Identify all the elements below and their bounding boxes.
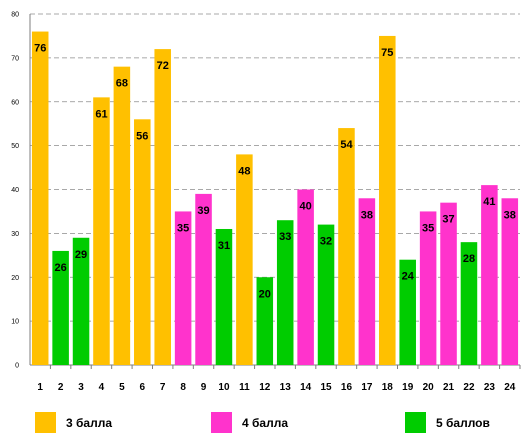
bar xyxy=(93,97,110,366)
x-tick-label: 11 xyxy=(239,382,250,393)
x-tick-label: 23 xyxy=(484,382,496,393)
x-tick-label: 14 xyxy=(300,382,312,393)
x-tick-label: 6 xyxy=(140,382,146,393)
data-label: 72 xyxy=(157,60,169,72)
bar xyxy=(501,198,519,365)
x-tick-label: 9 xyxy=(201,382,207,393)
y-tick-label: 70 xyxy=(11,55,19,62)
data-label: 26 xyxy=(55,262,67,274)
legend-item-3-balla: 3 балла xyxy=(35,412,112,433)
bar xyxy=(481,185,498,365)
legend-item-5-ballov: 5 баллов xyxy=(405,412,490,433)
data-label: 37 xyxy=(442,214,454,226)
bar xyxy=(317,224,335,365)
x-tick-label: 3 xyxy=(78,382,84,393)
data-label: 41 xyxy=(483,196,495,208)
bar xyxy=(338,128,355,365)
y-tick-label: 10 xyxy=(11,319,19,326)
x-tick-label: 1 xyxy=(37,382,43,393)
bar xyxy=(174,211,192,365)
y-tick-label: 80 xyxy=(11,12,19,19)
bar xyxy=(31,31,49,366)
legend-swatch-4-balla xyxy=(211,412,232,433)
data-label: 32 xyxy=(320,236,332,248)
x-tick-label: 4 xyxy=(99,382,105,393)
x-tick-label: 8 xyxy=(180,382,186,393)
bar xyxy=(256,277,274,365)
x-tick-label: 10 xyxy=(218,382,230,393)
data-label: 24 xyxy=(402,271,415,283)
x-tick-label: 21 xyxy=(443,382,455,393)
y-tick-label: 50 xyxy=(11,143,19,150)
legend-label-5-ballov: 5 баллов xyxy=(436,415,490,430)
bar xyxy=(460,242,478,365)
y-tick-label: 60 xyxy=(11,99,19,106)
bar xyxy=(236,154,253,365)
bar xyxy=(399,259,416,365)
data-label: 29 xyxy=(75,249,87,261)
data-label: 31 xyxy=(218,240,230,252)
x-tick-label: 15 xyxy=(320,382,332,393)
data-label: 48 xyxy=(238,165,250,177)
data-label: 35 xyxy=(177,222,189,234)
bar xyxy=(297,189,314,365)
data-label: 68 xyxy=(116,78,128,90)
y-tick-label: 0 xyxy=(15,363,19,370)
x-tick-label: 7 xyxy=(160,382,166,393)
legend-swatch-5-ballov xyxy=(405,412,426,433)
bar-chart: 0102030405060708076126229361468556672735… xyxy=(11,12,521,393)
data-label: 20 xyxy=(259,288,271,300)
bar xyxy=(358,198,376,365)
x-tick-label: 5 xyxy=(119,382,125,393)
bar xyxy=(113,66,131,366)
bar xyxy=(379,35,396,365)
data-label: 33 xyxy=(279,231,291,243)
x-tick-label: 24 xyxy=(504,382,516,393)
x-tick-label: 12 xyxy=(259,382,271,393)
data-label: 39 xyxy=(197,205,209,217)
x-tick-label: 20 xyxy=(423,382,435,393)
y-tick-label: 20 xyxy=(11,275,19,282)
bar xyxy=(52,250,69,365)
data-label: 40 xyxy=(300,201,312,213)
legend-swatch-3-balla xyxy=(35,412,56,433)
legend-label-3-balla: 3 балла xyxy=(66,415,113,430)
data-label: 56 xyxy=(136,130,148,142)
legend-label-4-balla: 4 балла xyxy=(242,415,289,430)
legend-item-4-balla: 4 балла xyxy=(211,412,288,433)
x-tick-label: 18 xyxy=(382,382,394,393)
bar xyxy=(419,211,437,365)
bar xyxy=(154,49,171,365)
bar xyxy=(72,237,90,365)
bar xyxy=(276,220,294,365)
data-label: 61 xyxy=(95,108,107,120)
x-tick-label: 22 xyxy=(463,382,475,393)
x-tick-label: 17 xyxy=(361,382,373,393)
y-tick-label: 40 xyxy=(11,187,19,194)
x-tick-label: 2 xyxy=(58,382,64,393)
x-tick-label: 19 xyxy=(402,382,414,393)
bar xyxy=(215,228,233,365)
data-label: 75 xyxy=(381,47,393,59)
data-label: 38 xyxy=(504,209,516,221)
data-label: 38 xyxy=(361,209,373,221)
data-label: 76 xyxy=(34,43,46,55)
bar xyxy=(134,119,151,365)
x-tick-label: 13 xyxy=(280,382,292,393)
bar xyxy=(195,193,212,365)
bar xyxy=(440,202,457,365)
data-label: 35 xyxy=(422,222,434,234)
x-tick-label: 16 xyxy=(341,382,353,393)
data-label: 54 xyxy=(340,139,353,151)
data-label: 28 xyxy=(463,253,475,265)
y-tick-label: 30 xyxy=(11,231,19,238)
